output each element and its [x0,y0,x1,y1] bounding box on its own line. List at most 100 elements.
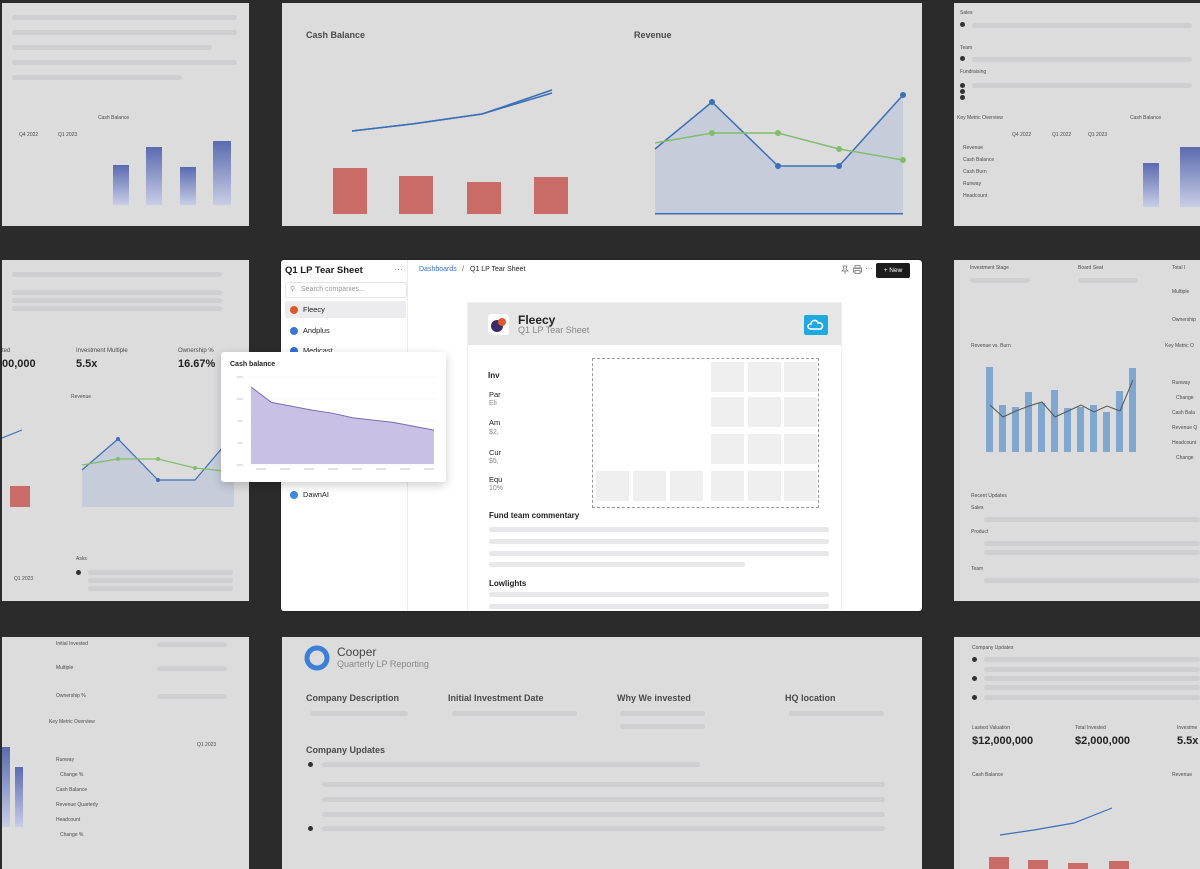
company-item[interactable]: Fleecy [285,301,406,318]
bg-field: Company Description [306,693,400,703]
bg-chart-title: Key Metric O [1165,343,1194,349]
bg-row: Revenue Quarterly [56,802,98,808]
company-logo-icon [290,490,298,499]
search-input[interactable]: ⚲ Search companies... [285,282,407,298]
company-item[interactable]: Andplus [285,322,406,339]
fleecy-logo-icon [488,314,509,335]
bg-card-top-left: Cash Balance Q4 2022 Q1 2023 [2,3,249,226]
company-logo-icon [290,326,298,335]
bg-company-subtitle: Quarterly LP Reporting [337,659,429,669]
company-name-label: Fleecy [303,305,325,314]
chart-area [251,387,434,464]
bg-value: 5.5x [1177,735,1199,747]
bg-field: Why We invested [617,693,691,703]
field-label: Cur [489,448,502,457]
bg-row: Headcount [56,817,81,823]
breadcrumb-dashboards[interactable]: Dashboards [419,266,457,273]
bg-company-name: Cooper [337,645,377,659]
bg-col: Total I [1172,265,1186,271]
bg-row: Change % [60,832,84,838]
company-logo-icon [290,347,298,355]
field-label: Equ [489,475,503,484]
bg-chart-title: Cash Balance [98,115,130,121]
bg-row: Runway [56,757,75,763]
bg-revenue-title: Revenue [634,30,672,40]
investment-section-title: Inv [488,371,500,380]
bg-revenue-chart [2,429,236,507]
bg-row: Initial Invested [56,641,88,647]
bg-field: Initial Investment Date [448,693,544,703]
bg-label: Ownership % [178,348,214,354]
document-header: Fleecy Q1 LP Tear Sheet [468,303,841,345]
breadcrumb-separator: / [462,266,464,273]
bg-row: Ownership % [56,693,86,699]
x-tick [256,468,266,470]
bg-revenue-chart [654,92,906,215]
company-name-label: Medicast [303,346,333,355]
bg-label: Asks [76,556,87,562]
more-icon[interactable]: ··· [865,264,873,273]
y-tick [237,442,243,444]
company-name-label: Andplus [303,325,330,335]
bg-card-mid-right: Investment Stage Board Seat Total I Mult… [954,260,1200,601]
bg-label: Team [960,45,973,51]
bg-row: Change % [60,772,84,778]
bg-label: Lastest Valuation [972,725,1010,731]
bg-label: Total Invested [1075,725,1106,731]
bg-value: 16.67% [178,358,216,370]
print-icon[interactable] [853,265,862,276]
cash-balance-widget[interactable]: Cash balance [221,352,446,482]
bg-value: $2,000,000 [1075,735,1131,747]
sidebar-more-button[interactable]: ··· [394,264,403,274]
bg-col: Q1 2023 [58,132,78,138]
tear-sheet-document: Fleecy Q1 LP Tear Sheet Inv Par Eli Am $… [468,303,841,611]
bg-card-bot-center: Cooper Quarterly LP Reporting Company De… [282,637,922,869]
bg-label: ted [2,348,11,354]
bg-label: Fundraising [960,69,987,75]
widget-drop-grid[interactable] [592,358,819,508]
bg-card-mid-left: ted 00,000 Investment Multiple 5.5x Owne… [2,260,249,601]
bg-cash-title: Cash Balance [306,30,366,40]
x-tick [424,468,434,470]
field-label: Am [489,418,501,427]
company-item[interactable]: Medicast [285,342,406,359]
new-button[interactable]: + New [876,263,910,278]
sidebar-title: Q1 LP Tear Sheet [285,265,363,276]
search-icon: ⚲ [290,286,296,293]
x-tick [280,468,290,470]
bg-row: Cash Bala [1172,410,1196,416]
commentary-title: Fund team commentary [489,511,580,520]
bg-section: Sales [971,505,984,511]
x-tick [304,468,314,470]
field-label: Par [489,390,501,399]
bg-row: Cash Balance [56,787,88,793]
bg-value: $12,000,000 [972,735,1034,747]
bg-col: Board Seat [1078,265,1104,271]
bg-updates: Company Updates [306,745,386,755]
bg-cash-chart [351,89,553,132]
bg-row: Runway [963,181,982,187]
bg-updates: Company Updates [972,645,1014,651]
cloud-icon [804,315,828,335]
field-value: $5, [489,458,499,465]
bg-chart-title: Revenue [71,394,92,400]
x-tick [328,468,338,470]
chart-line [250,386,435,431]
y-tick [237,376,243,378]
company-name: Fleecy [518,313,556,327]
bg-row: Revenue [963,145,984,151]
pin-icon[interactable] [841,265,849,276]
bg-value: 5.5x [76,358,98,370]
x-tick [376,468,386,470]
document-subtitle: Q1 LP Tear Sheet [518,325,590,335]
y-tick [237,464,243,466]
bg-row: Change [1176,395,1194,401]
bg-chart-title: Revenue [1172,772,1193,778]
field-value: 10% [489,485,504,492]
bg-col: Q1 2023 [14,576,34,582]
bg-label: Multiple [1172,289,1190,295]
bg-revenue-burn-chart [986,367,1136,452]
company-item[interactable]: DawnAI [285,486,406,503]
breadcrumb-current: Q1 LP Tear Sheet [470,266,526,273]
bg-card-top-right: Sales Team Fundraising Key Metric Overvi… [954,3,1200,226]
